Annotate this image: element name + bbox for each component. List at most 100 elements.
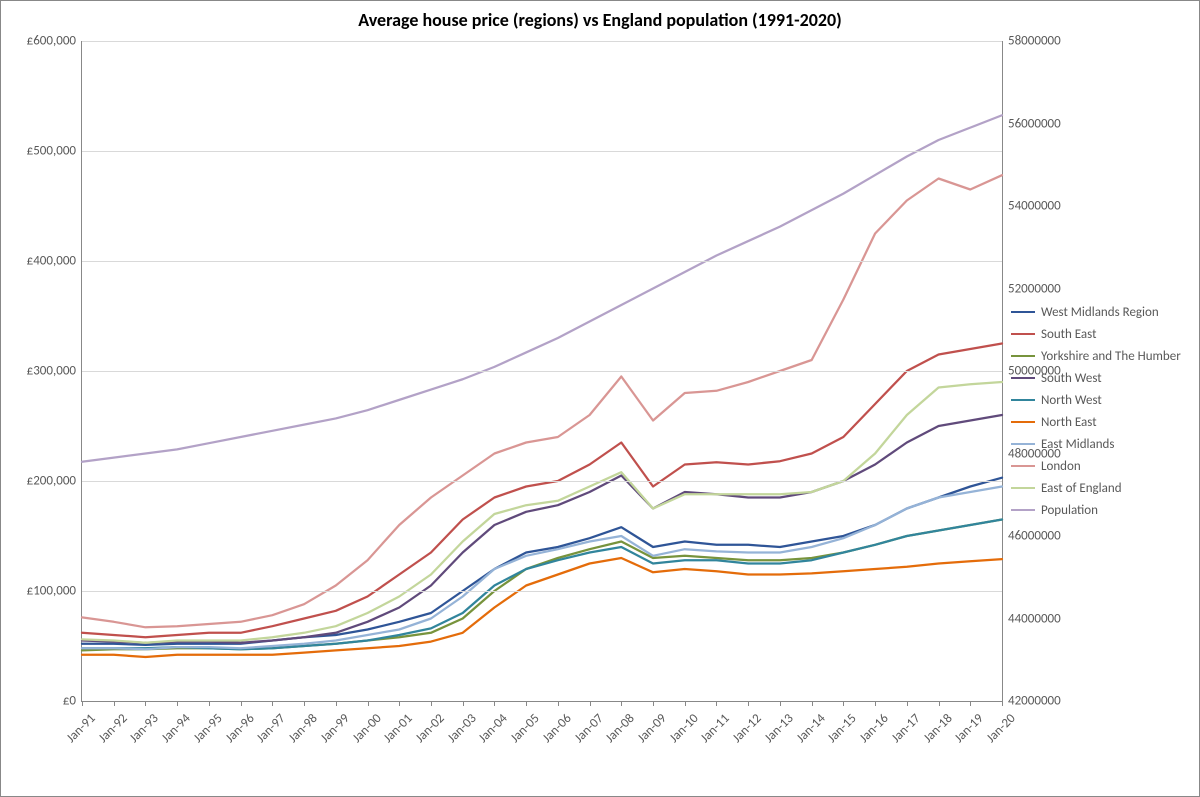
y-left-tick-label: £300,000 xyxy=(27,364,82,379)
x-tick-label: Jan-12 xyxy=(730,711,765,746)
legend-swatch xyxy=(1011,465,1035,467)
x-tick xyxy=(716,701,717,706)
series-line xyxy=(82,520,1002,650)
legend-swatch xyxy=(1011,377,1035,379)
legend: West Midlands Region South East Yorkshire … xyxy=(1011,301,1181,521)
y-left-tick-label: £600,000 xyxy=(27,34,82,49)
chart-container: Average house price (regions) vs England… xyxy=(0,0,1200,797)
x-tick xyxy=(590,701,591,706)
x-tick-label: Jan-08 xyxy=(603,711,638,746)
legend-label: West Midlands Region xyxy=(1041,305,1159,320)
y-right-tick-label: 42000000 xyxy=(1002,694,1061,709)
x-tick xyxy=(875,701,876,706)
gridline xyxy=(82,481,1002,482)
x-tick xyxy=(336,701,337,706)
x-tick xyxy=(399,701,400,706)
x-tick-label: Jan-03 xyxy=(444,711,479,746)
legend-item: Yorkshire and The Humber xyxy=(1011,345,1181,367)
legend-swatch xyxy=(1011,333,1035,335)
x-tick-label: Jan-97 xyxy=(254,711,289,746)
x-tick-label: Jan-06 xyxy=(540,711,575,746)
chart-title: Average house price (regions) vs England… xyxy=(1,9,1199,31)
x-tick xyxy=(621,701,622,706)
x-tick xyxy=(653,701,654,706)
series-line xyxy=(82,382,1002,643)
x-tick xyxy=(304,701,305,706)
x-tick xyxy=(494,701,495,706)
x-tick-label: Jan-19 xyxy=(952,711,987,746)
legend-label: South West xyxy=(1041,371,1102,386)
x-tick-label: Jan-13 xyxy=(762,711,797,746)
x-tick-label: Jan-17 xyxy=(889,711,924,746)
legend-label: North West xyxy=(1041,393,1102,408)
x-tick-label: Jan-15 xyxy=(825,711,860,746)
legend-item: London xyxy=(1011,455,1181,477)
series-line xyxy=(82,115,1002,462)
x-tick xyxy=(431,701,432,706)
x-tick-label: Jan-20 xyxy=(984,711,1019,746)
x-tick-label: Jan-04 xyxy=(476,711,511,746)
y-right-tick-label: 56000000 xyxy=(1002,116,1061,131)
x-tick-label: Jan-92 xyxy=(95,711,130,746)
legend-swatch xyxy=(1011,311,1035,313)
x-tick xyxy=(843,701,844,706)
legend-label: London xyxy=(1041,459,1081,474)
legend-swatch xyxy=(1011,443,1035,445)
legend-item: East Midlands xyxy=(1011,433,1181,455)
x-tick-label: Jan-91 xyxy=(64,711,99,746)
y-left-tick-label: £100,000 xyxy=(27,584,82,599)
x-tick-label: Jan-18 xyxy=(920,711,955,746)
x-tick xyxy=(685,701,686,706)
y-right-tick-label: 46000000 xyxy=(1002,529,1061,544)
legend-swatch xyxy=(1011,487,1035,489)
plot-area: £0£100,000£200,000£300,000£400,000£500,0… xyxy=(81,41,1003,702)
legend-item: North East xyxy=(1011,411,1181,433)
series-line xyxy=(82,175,1002,627)
x-tick xyxy=(82,701,83,706)
y-right-tick-label: 58000000 xyxy=(1002,34,1061,49)
x-tick-label: Jan-07 xyxy=(571,711,606,746)
legend-item: Population xyxy=(1011,499,1181,521)
x-tick-label: Jan-94 xyxy=(159,711,194,746)
x-tick-label: Jan-09 xyxy=(635,711,670,746)
x-tick xyxy=(812,701,813,706)
y-right-tick-label: 54000000 xyxy=(1002,199,1061,214)
gridline xyxy=(82,371,1002,372)
gridline xyxy=(82,591,1002,592)
x-tick-label: Jan-10 xyxy=(666,711,701,746)
x-tick-label: Jan-16 xyxy=(857,711,892,746)
legend-item: West Midlands Region xyxy=(1011,301,1181,323)
legend-item: East of England xyxy=(1011,477,1181,499)
x-tick-label: Jan-95 xyxy=(191,711,226,746)
x-tick-label: Jan-14 xyxy=(793,711,828,746)
legend-label: East of England xyxy=(1041,481,1122,496)
x-tick xyxy=(368,701,369,706)
legend-label: East Midlands xyxy=(1041,437,1114,452)
legend-swatch xyxy=(1011,399,1035,401)
x-tick xyxy=(970,701,971,706)
x-tick xyxy=(241,701,242,706)
x-tick xyxy=(1002,701,1003,706)
y-right-tick-label: 52000000 xyxy=(1002,281,1061,296)
x-tick xyxy=(558,701,559,706)
y-left-tick-label: £400,000 xyxy=(27,254,82,269)
legend-label: Yorkshire and The Humber xyxy=(1041,349,1181,364)
x-tick-label: Jan-01 xyxy=(381,711,416,746)
x-tick xyxy=(939,701,940,706)
x-tick xyxy=(463,701,464,706)
series-line xyxy=(82,487,1002,650)
x-tick-label: Jan-98 xyxy=(286,711,321,746)
x-tick xyxy=(526,701,527,706)
legend-label: South East xyxy=(1041,327,1096,342)
legend-swatch xyxy=(1011,421,1035,423)
x-tick xyxy=(177,701,178,706)
x-tick-label: Jan-93 xyxy=(127,711,162,746)
gridline xyxy=(82,261,1002,262)
x-tick xyxy=(907,701,908,706)
x-tick-label: Jan-02 xyxy=(413,711,448,746)
x-tick xyxy=(209,701,210,706)
series-line xyxy=(82,520,1002,651)
legend-swatch xyxy=(1011,355,1035,357)
y-left-tick-label: £0 xyxy=(63,694,82,709)
series-line xyxy=(82,344,1002,638)
